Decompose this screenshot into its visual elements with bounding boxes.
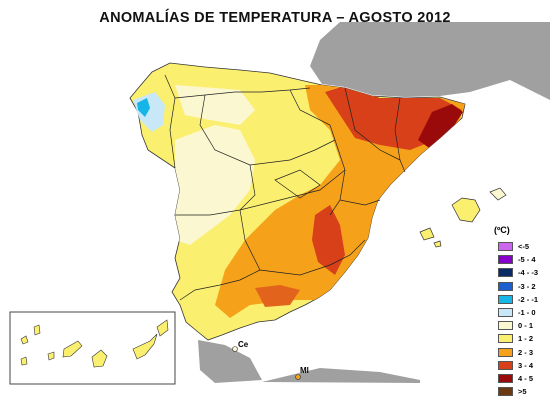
legend-swatch (498, 321, 513, 331)
legend-item: -3 - 2 (498, 280, 538, 293)
legend-label: <-5 (518, 242, 530, 252)
legend-item: 0 - 1 (498, 319, 538, 332)
ceuta-marker (232, 346, 238, 352)
legend-item: 3 - 4 (498, 359, 538, 372)
legend-swatch (498, 294, 513, 304)
legend-label: -4 - -3 (518, 268, 539, 278)
balearic-islands (419, 187, 507, 248)
legend-item: >5 (498, 385, 538, 398)
legend-swatch (498, 334, 513, 344)
zone-3-4-south (255, 285, 300, 307)
melilla-marker (295, 374, 301, 380)
legend-swatch (498, 308, 513, 318)
legend-label: >5 (518, 387, 527, 397)
legend-item: 2 - 3 (498, 346, 538, 359)
neighbor-land (198, 22, 550, 383)
legend-item: <-5 (498, 240, 538, 253)
canary-islands (20, 319, 169, 368)
legend-swatch (498, 387, 513, 397)
legend-swatch (498, 347, 513, 357)
legend-label: -5 - 4 (518, 255, 536, 265)
legend-label: 1 - 2 (518, 334, 534, 344)
legend-label: 4 - 5 (518, 373, 534, 383)
legend-swatch (498, 255, 513, 265)
legend-item: -4 - -3 (498, 266, 538, 279)
legend-label: 3 - 4 (518, 360, 534, 370)
legend-item: 1 - 2 (498, 332, 538, 345)
anomaly-zones (175, 85, 465, 318)
legend-label: -3 - 2 (518, 281, 536, 291)
legend-item: 4 - 5 (498, 372, 538, 385)
zone-3-4-central (312, 205, 345, 275)
legend-label: 2 - 3 (518, 347, 534, 357)
legend-item: -5 - 4 (498, 253, 538, 266)
melilla-label: Ml (300, 366, 309, 375)
legend: <-5 -5 - 4 -4 - -3 -3 - 2 -2 - -1 -1 - 0 0 - 1… (498, 240, 538, 398)
legend-item: -2 - -1 (498, 293, 538, 306)
legend-label: -1 - 0 (518, 308, 536, 318)
legend-unit: (ºC) (494, 225, 510, 235)
legend-label: 0 - 1 (518, 321, 534, 331)
zone-minus2-minus1 (137, 98, 150, 117)
legend-item: -1 - 0 (498, 306, 538, 319)
region-borders (164, 74, 406, 301)
zone-4-5 (418, 104, 463, 150)
legend-swatch (498, 268, 513, 278)
legend-swatch (498, 281, 513, 291)
legend-label: -2 - -1 (518, 294, 539, 304)
ceuta-label: Ce (238, 340, 249, 349)
legend-swatch (498, 242, 513, 252)
legend-swatch (498, 373, 513, 383)
legend-swatch (498, 360, 513, 370)
zone-0-1-north (175, 85, 255, 125)
